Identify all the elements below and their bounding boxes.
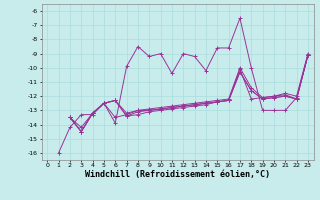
X-axis label: Windchill (Refroidissement éolien,°C): Windchill (Refroidissement éolien,°C) [85,170,270,179]
